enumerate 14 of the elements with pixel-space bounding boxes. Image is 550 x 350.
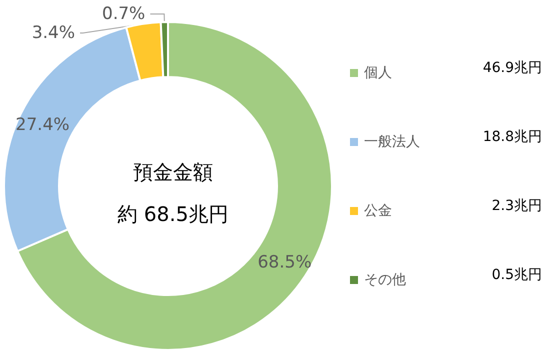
legend-label: 個人 bbox=[364, 65, 392, 81]
text: 約 68.5兆円 bbox=[118, 202, 228, 226]
data-label: 27.4% bbox=[16, 115, 70, 136]
text: 46.9兆円 bbox=[482, 60, 542, 76]
legend-label: 一般法人 bbox=[364, 134, 420, 150]
data-label: 0.7% bbox=[102, 4, 146, 24]
legend-label: 公金 bbox=[364, 203, 392, 219]
data-label: 68.5% bbox=[258, 252, 312, 273]
text: 0.5兆円 bbox=[492, 267, 542, 283]
text: 預金金額 bbox=[133, 160, 213, 184]
legend-label: その他 bbox=[364, 272, 406, 288]
text: 18.8兆円 bbox=[482, 129, 542, 145]
data-label: 3.4% bbox=[32, 23, 76, 44]
text: 2.3兆円 bbox=[492, 198, 542, 214]
